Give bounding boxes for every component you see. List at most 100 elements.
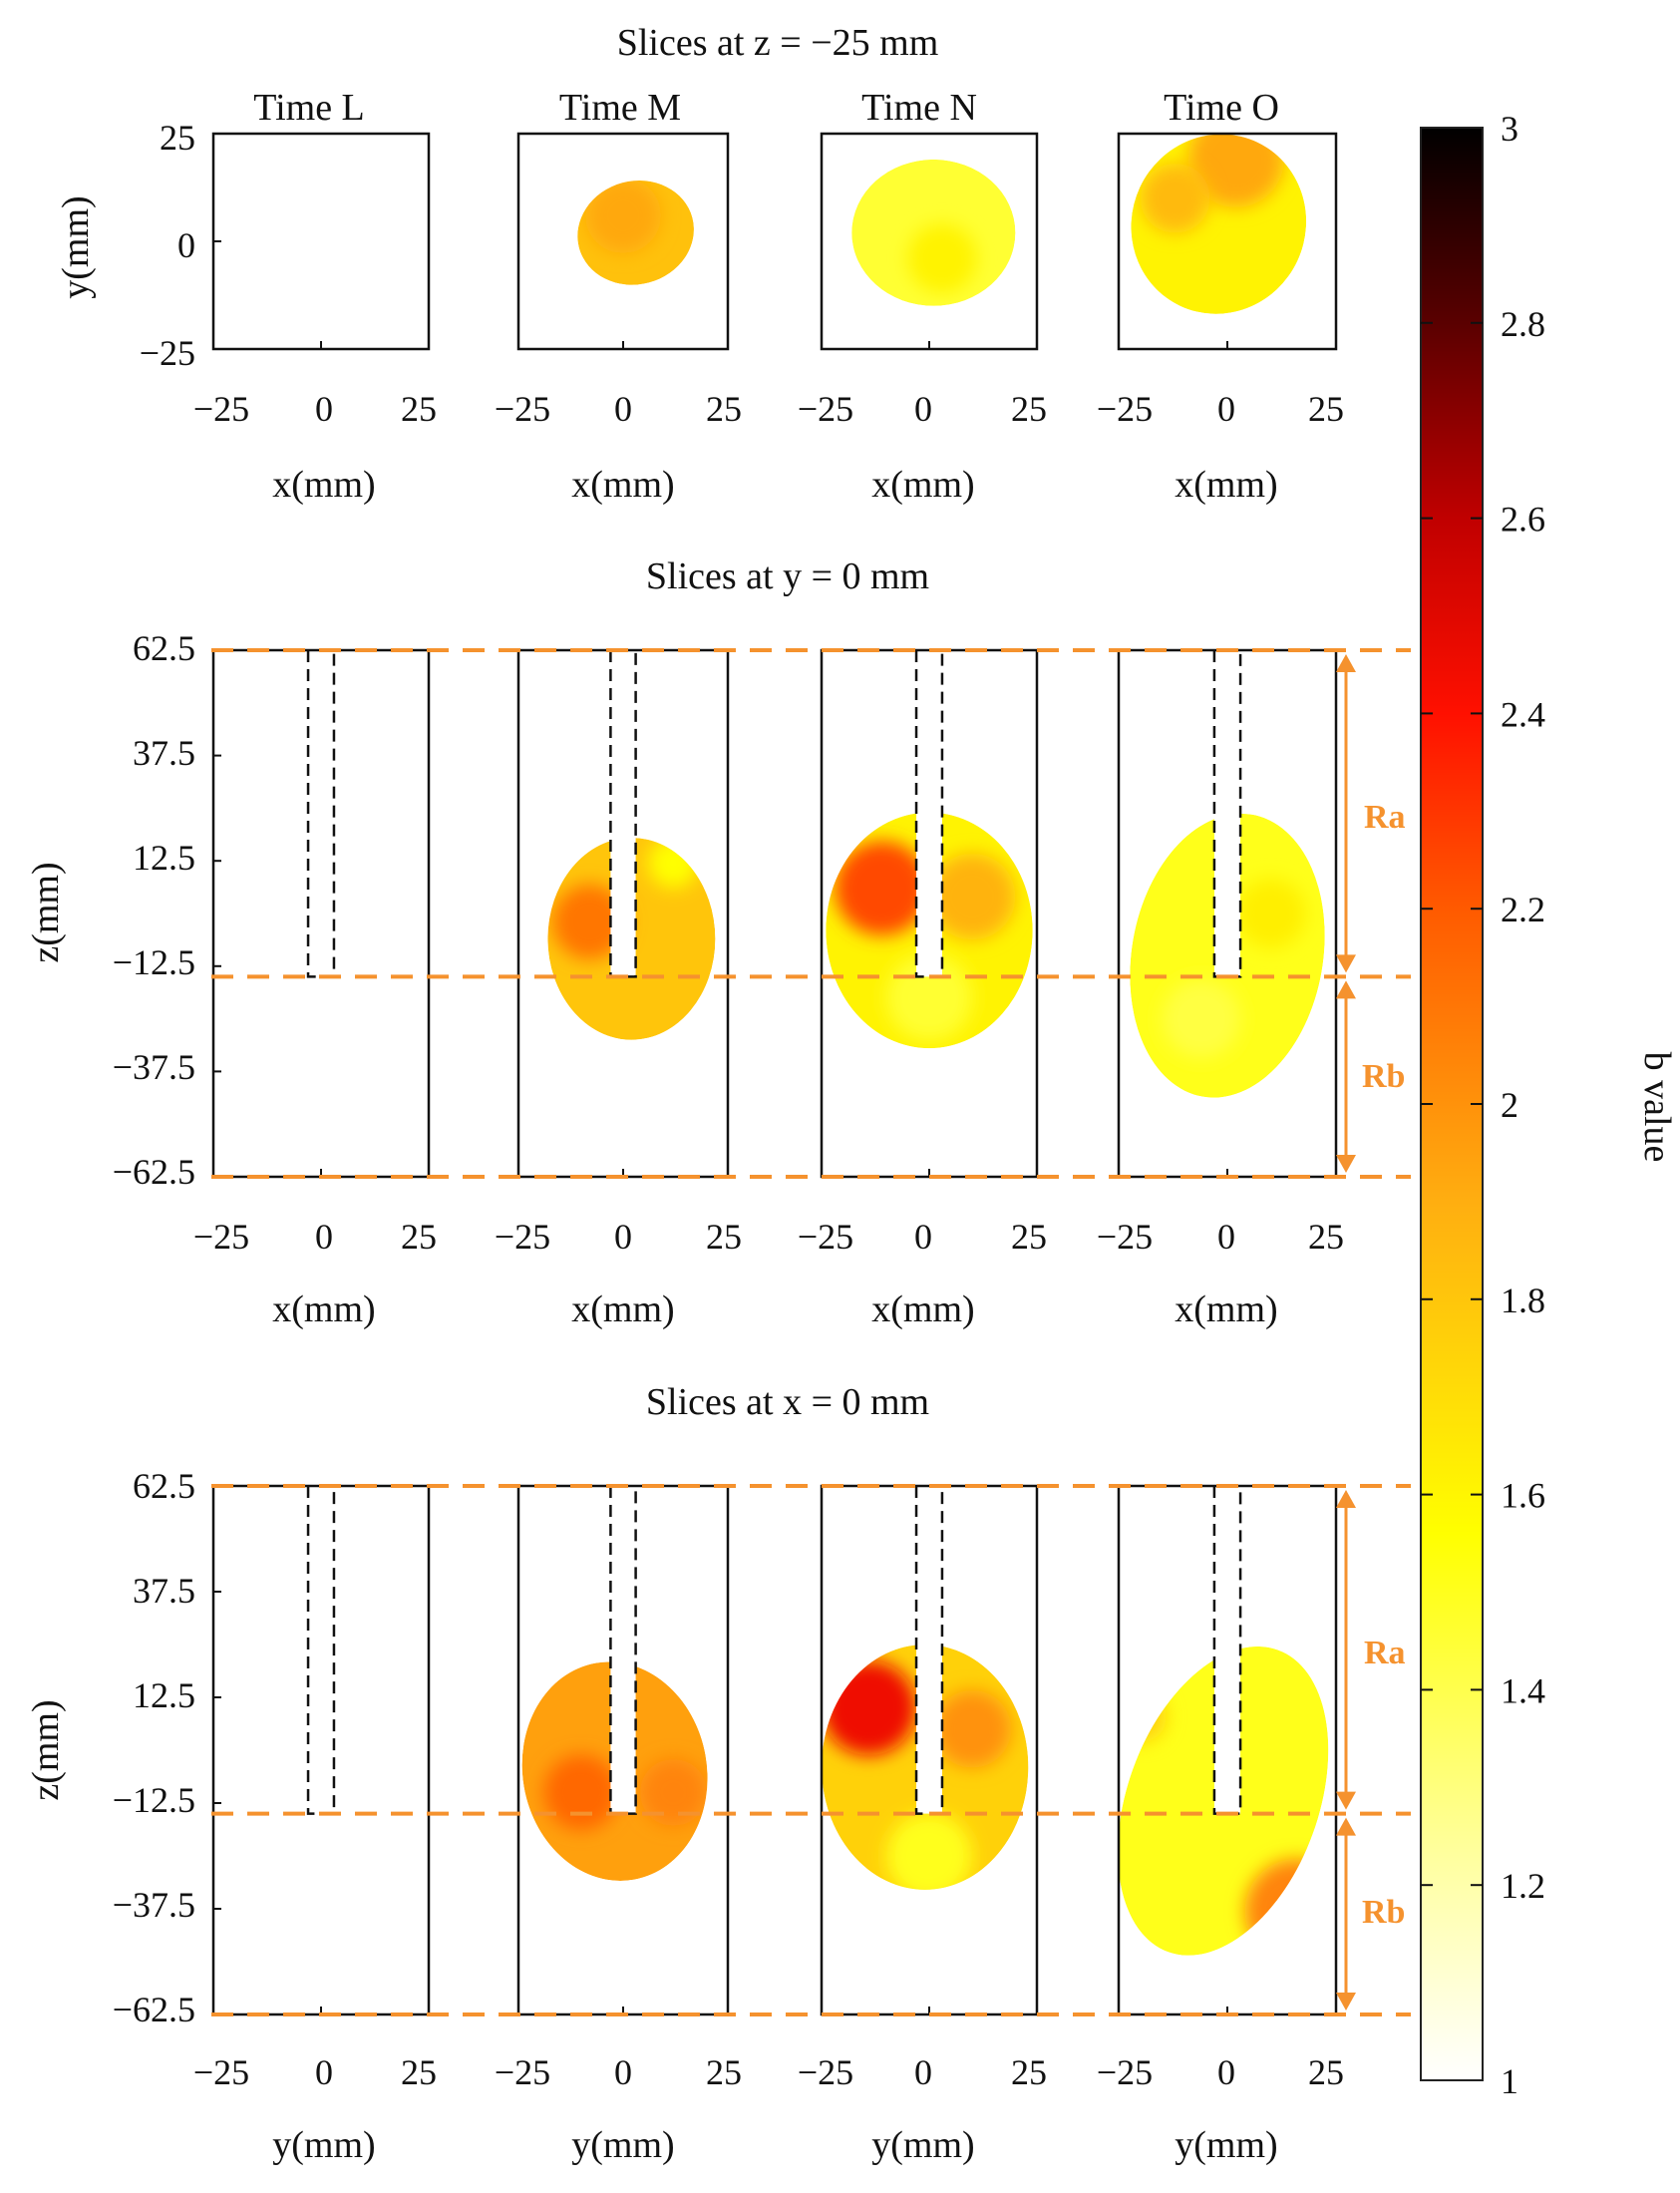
- row0-col0-xtick-0: −25: [193, 389, 249, 429]
- colorbar-label: b value: [1636, 1052, 1678, 1163]
- panel-r0-c0: [211, 132, 431, 351]
- row1-col2-xlabel: x(mm): [871, 1288, 974, 1330]
- blob-r0-c1-0: [585, 178, 661, 253]
- row1-ytick-0: 62.5: [133, 628, 195, 668]
- blob-r2-c2-0: [822, 1660, 917, 1756]
- row2-ytick-5: −62.5: [113, 1990, 195, 2029]
- blob-r2-c2-1: [933, 1689, 1012, 1768]
- colorbar-tick-label-7: 2.4: [1501, 694, 1545, 734]
- row0-col3-xlabel: x(mm): [1175, 464, 1277, 506]
- row2-ra-label: Ra: [1364, 1635, 1406, 1671]
- row1-col0-xlabel: x(mm): [272, 1288, 375, 1330]
- row2-col3-xtick-2: 25: [1308, 2052, 1344, 2092]
- row-title-2: Slices at x = 0 mm: [646, 1381, 929, 1423]
- row1-ra-label: Ra: [1364, 799, 1406, 836]
- time-label-o: Time O: [1164, 87, 1279, 129]
- panel-frame-r0-c0: [211, 132, 431, 351]
- row1-ylabel: z(mm): [25, 862, 67, 962]
- borehole-outline-r1-c1: [609, 650, 637, 978]
- blob-r0-c2-0: [907, 223, 977, 293]
- panel-r0-c1: [516, 132, 730, 351]
- blob-r1-c1-1: [648, 838, 699, 889]
- row2-ytick-0: 62.5: [133, 1466, 195, 1506]
- colorbar-tick-label-0: 1: [1501, 2061, 1518, 2101]
- colorbar-ticks: 1 1.2 1.4 1.6 1.8 2 2.2 2.4 2.6 2.8 3: [1421, 109, 1545, 2101]
- row0-col0-xtick-2: 25: [401, 389, 437, 429]
- row2-col0-xtick-0: −25: [193, 2052, 249, 2092]
- row2-col2-xlabel: y(mm): [871, 2124, 974, 2166]
- row1-rb-label: Rb: [1362, 1058, 1405, 1095]
- row1-col3-xtick-1: 0: [1217, 1217, 1235, 1257]
- row2-col0-xtick-2: 25: [401, 2052, 437, 2092]
- row0-ytick-2: −25: [140, 333, 195, 373]
- row1-col0-xtick-1: 0: [315, 1217, 333, 1257]
- blob-r2-c1-1: [639, 1758, 708, 1826]
- row0-ylabel: y(mm): [55, 195, 97, 298]
- row1-ytick-3: −12.5: [113, 942, 195, 982]
- row2-col1-xtick-0: −25: [495, 2052, 550, 2092]
- borehole-fill-r1-c0: [308, 650, 334, 977]
- borehole-outline-r1-c2: [914, 650, 944, 978]
- row2-col3-xlabel: y(mm): [1175, 2124, 1277, 2166]
- panel-r1-c1: [516, 648, 730, 1179]
- row2-ytick-2: 12.5: [133, 1675, 195, 1715]
- row0-ytick-0: 25: [160, 118, 195, 158]
- row1-ytick-1: 37.5: [133, 733, 195, 773]
- borehole-fill-r1-c2: [916, 650, 942, 977]
- colorbar-tick-label-5: 2: [1501, 1085, 1518, 1125]
- blob-r1-c3-0: [1235, 879, 1306, 948]
- row2-col2-xtick-0: −25: [798, 2052, 853, 2092]
- row0-col2-xtick-2: 25: [1011, 389, 1047, 429]
- panels-layer: [211, 111, 1350, 2016]
- colorbar-tick-label-2: 1.4: [1501, 1670, 1545, 1710]
- row0-col1-xtick-2: 25: [706, 389, 742, 429]
- row2-col1-xlabel: y(mm): [571, 2124, 674, 2166]
- colorbar-tick-label-6: 2.2: [1501, 890, 1545, 929]
- panel-r1-c0: [211, 648, 431, 1179]
- panel-r1-c2: [820, 648, 1039, 1179]
- panel-r0-c2: [820, 132, 1039, 351]
- panel-r1-c3: [1117, 648, 1338, 1179]
- row2-ytick-1: 37.5: [133, 1571, 195, 1611]
- colorbar-tick-label-3: 1.6: [1501, 1476, 1545, 1516]
- blob-r1-c1-0: [551, 884, 628, 960]
- borehole-outline-r1-c0: [306, 650, 336, 978]
- blob-r1-c2-1: [929, 853, 1016, 940]
- time-label-m: Time M: [559, 87, 681, 129]
- panel-r0-c3: [1117, 111, 1338, 351]
- row0-col3-xtick-2: 25: [1308, 389, 1344, 429]
- rb-arrow-r2: [1336, 1817, 1356, 2010]
- rb-arrow-r1: [1336, 980, 1356, 1173]
- row2-col2-xtick-2: 25: [1011, 2052, 1047, 2092]
- row1-col1-xtick-0: −25: [495, 1217, 550, 1257]
- row0-col2-xtick-0: −25: [798, 389, 853, 429]
- row0-col1-xlabel: x(mm): [571, 464, 674, 506]
- row2-col2-xtick-1: 0: [914, 2052, 932, 2092]
- borehole-outline-r1-c3: [1212, 650, 1242, 978]
- row0-col2-xtick-1: 0: [914, 389, 932, 429]
- borehole-outline-r2-c2: [914, 1486, 944, 1815]
- row1-col3-xlabel: x(mm): [1175, 1288, 1277, 1330]
- row1-col0-xtick-2: 25: [401, 1217, 437, 1257]
- blob-r2-c3-1: [1114, 1689, 1167, 1743]
- blob-r1-c2-0: [834, 841, 929, 936]
- colorbar-tick-label-9: 2.8: [1501, 304, 1545, 344]
- colorbar-tick-label-1: 1.2: [1501, 1866, 1545, 1906]
- row1-col3-xtick-2: 25: [1308, 1217, 1344, 1257]
- row1-ytick-4: −37.5: [113, 1047, 195, 1087]
- row0-col3-xtick-1: 0: [1217, 389, 1235, 429]
- row2-ylabel: z(mm): [25, 1699, 67, 1800]
- borehole-outline-r2-c3: [1212, 1486, 1242, 1815]
- row1-col2-xtick-2: 25: [1011, 1217, 1047, 1257]
- panel-r2-c0: [211, 1484, 431, 2016]
- row0-col0-xlabel: x(mm): [272, 464, 375, 506]
- row2-col0-xtick-1: 0: [315, 2052, 333, 2092]
- borehole-fill-r2-c2: [916, 1486, 942, 1814]
- row-title-0: Slices at z = −25 mm: [617, 22, 939, 64]
- row2-rb-label: Rb: [1362, 1894, 1405, 1931]
- row2-col0-xlabel: y(mm): [272, 2124, 375, 2166]
- row2-col1-xtick-2: 25: [706, 2052, 742, 2092]
- row1-col2-xtick-1: 0: [914, 1217, 932, 1257]
- row1-col2-xtick-0: −25: [798, 1217, 853, 1257]
